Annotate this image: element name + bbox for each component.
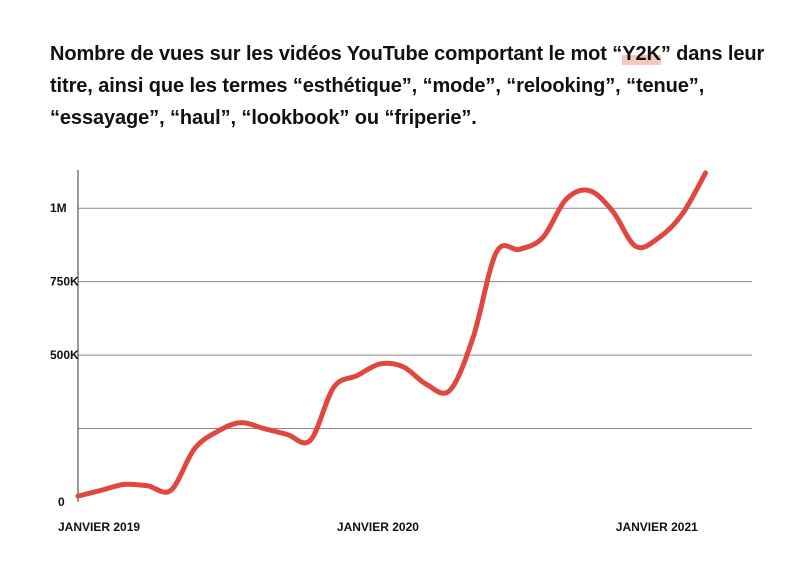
series-line <box>75 170 709 499</box>
x-tick-label: JANVIER 2020 <box>337 520 419 534</box>
title-highlight: Y2K <box>622 43 661 65</box>
chart-title: Nombre de vues sur les vidéos YouTube co… <box>50 38 770 134</box>
y-tick-label: 1M <box>50 201 67 215</box>
data-points <box>76 170 709 498</box>
x-tick-label: JANVIER 2021 <box>616 520 698 534</box>
y-tick-label: 500K <box>50 348 79 362</box>
title-before: Nombre de vues sur les vidéos YouTube co… <box>50 43 623 65</box>
y-tick-label: 750K <box>50 275 79 289</box>
x-tick-labels: JANVIER 2019 JANVIER 2020 JANVIER 2021 <box>58 520 698 534</box>
title-after: ” dans leur titre, ainsi que les termes … <box>50 43 765 129</box>
y-tick-labels: 500K 750K 1M 0 <box>50 201 79 509</box>
x-tick-label: JANVIER 2019 <box>58 520 140 534</box>
gridlines <box>78 207 752 430</box>
y-tick-label: 0 <box>58 495 65 509</box>
